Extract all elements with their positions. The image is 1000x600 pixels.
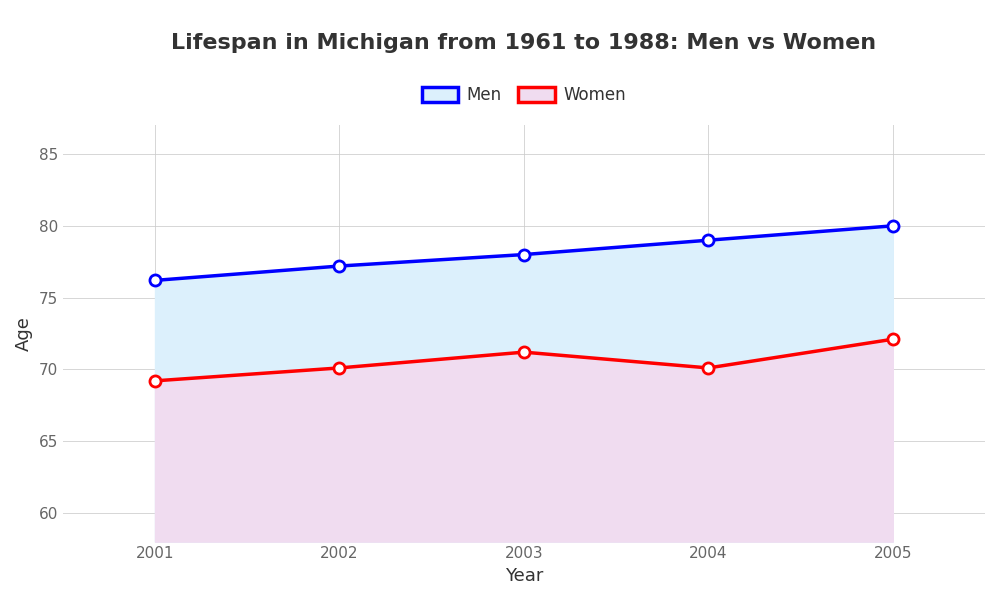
X-axis label: Year: Year — [505, 567, 543, 585]
Legend: Men, Women: Men, Women — [415, 80, 633, 111]
Title: Lifespan in Michigan from 1961 to 1988: Men vs Women: Lifespan in Michigan from 1961 to 1988: … — [171, 33, 876, 53]
Y-axis label: Age: Age — [15, 316, 33, 351]
